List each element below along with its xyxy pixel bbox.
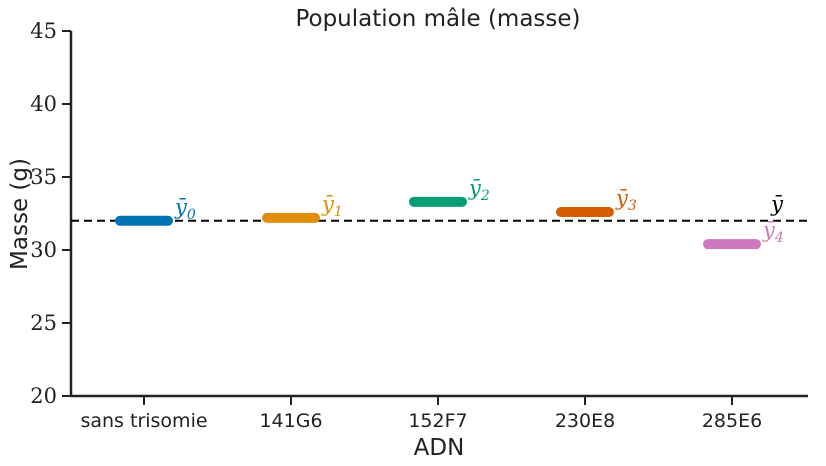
y-tick-label: 25 (30, 311, 57, 335)
mean-label: ȳ2 (468, 176, 490, 204)
y-tick-label: 40 (30, 92, 57, 116)
y-tick-label: 20 (30, 384, 57, 408)
y-axis-label: Masse (g) (7, 158, 33, 270)
y-tick-label: 45 (30, 19, 57, 43)
x-tick-label: 152F7 (408, 410, 467, 432)
x-tick-label: 141G6 (259, 410, 322, 432)
x-tick-label: 285E6 (702, 410, 762, 432)
x-tick-label: sans trisomie (80, 410, 207, 432)
plot-area: 20 25 30 35 40 45 sans trisomie 141G6 152F7 230E8… (30, 19, 808, 432)
mean-label: ȳ3 (615, 186, 637, 214)
y-tick-label: 30 (30, 238, 57, 262)
chart-title: Population mâle (masse) (295, 6, 580, 32)
mean-label: ȳ4 (762, 218, 784, 246)
mean-label: ȳ1 (321, 192, 343, 220)
mean-label: ȳ0 (174, 195, 196, 223)
y-tick-label: 35 (30, 165, 57, 189)
x-tick-label: 230E8 (555, 410, 615, 432)
overall-mean-label: ȳ (770, 192, 784, 216)
x-axis-label: ADN (414, 435, 465, 461)
